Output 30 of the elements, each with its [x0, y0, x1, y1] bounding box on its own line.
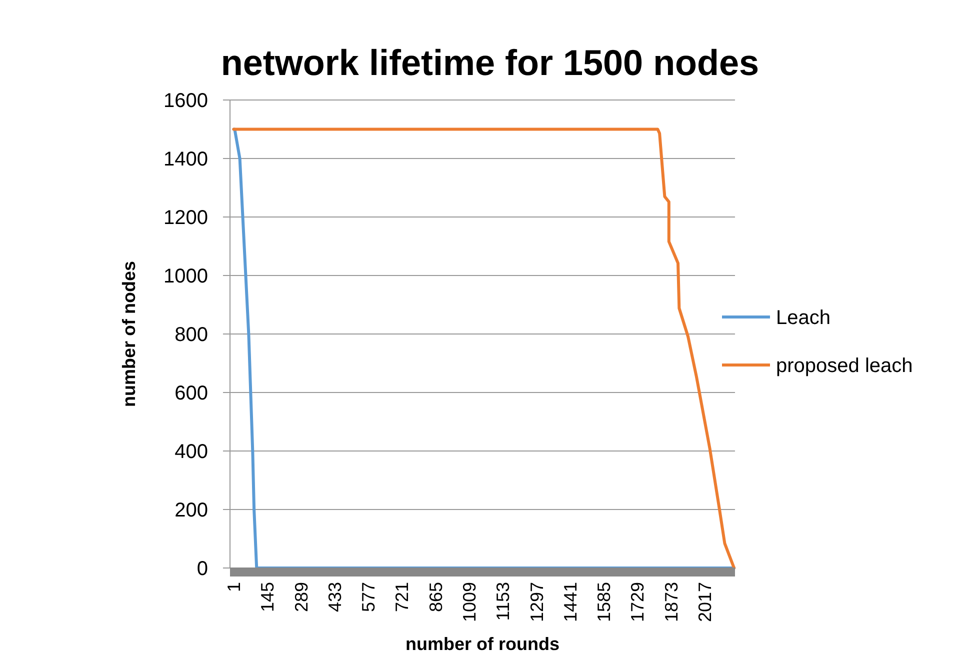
y-tick-label: 800	[174, 324, 208, 346]
x-tick-label: 1009	[459, 582, 480, 622]
x-tick-label: 721	[392, 582, 412, 612]
x-tick-label: 289	[291, 582, 312, 612]
x-tick-label: 865	[426, 582, 446, 612]
y-axis-title: number of nodes	[119, 260, 139, 408]
y-tick-label: 0	[196, 558, 208, 580]
y-tick-label: 1000	[164, 266, 208, 288]
y-tick-label: 1600	[164, 90, 208, 112]
chart-title: network lifetime for 1500 nodes	[220, 42, 760, 83]
y-tick-label: 600	[174, 382, 208, 404]
x-tick-label: 1873	[661, 582, 682, 622]
x-tick-label: 145	[258, 582, 278, 612]
x-tick-label: 433	[324, 582, 345, 612]
line-series	[232, 128, 736, 570]
x-tick-label: 1441	[560, 582, 580, 622]
x-tick-label: 1153	[493, 582, 514, 621]
legend-label: Leach	[776, 307, 830, 329]
x-tick-label: 1585	[594, 582, 614, 622]
y-tick-label: 1200	[164, 207, 208, 229]
x-tick-label: 1297	[526, 582, 547, 622]
x-tick-label: 1	[224, 582, 244, 592]
x-tick-label: 1729	[628, 582, 648, 622]
y-tick-label: 400	[174, 441, 208, 463]
x-axis-title: number of rounds	[406, 634, 560, 654]
y-tick-label: 1400	[164, 148, 208, 170]
legend-label: proposed leach	[776, 355, 913, 377]
x-tick-label: 2017	[694, 582, 715, 622]
y-tick-label: 200	[174, 500, 208, 522]
x-tick-label: 577	[358, 582, 379, 612]
